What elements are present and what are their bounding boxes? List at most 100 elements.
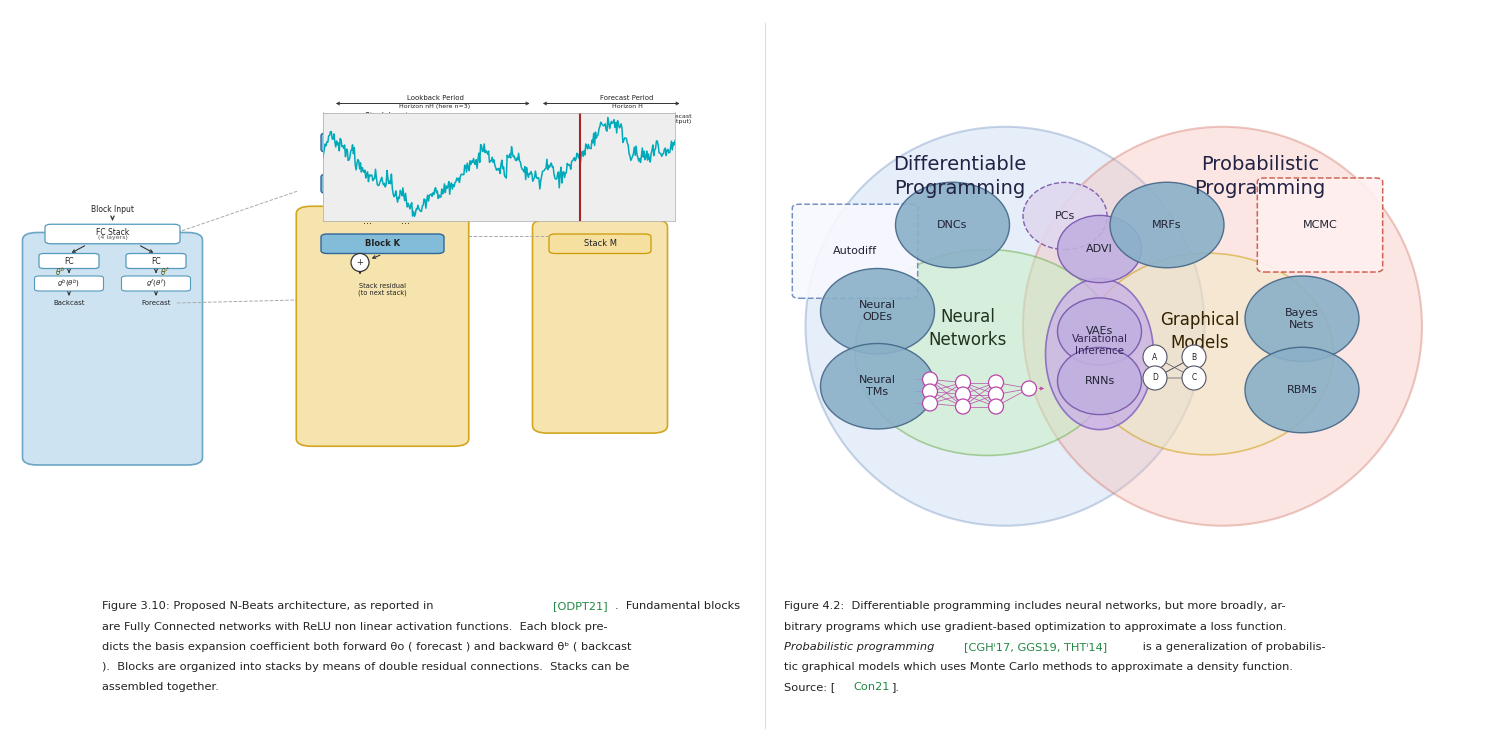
FancyBboxPatch shape [39,254,99,268]
Text: Block Input: Block Input [92,206,134,214]
Text: +: + [357,258,363,267]
Text: FC Stack: FC Stack [96,228,129,237]
Text: ].: ]. [891,682,900,692]
Text: tic graphical models which uses Monte Carlo methods to approximate a density fun: tic graphical models which uses Monte Ca… [784,662,1293,672]
Text: Stack Input: Stack Input [364,112,410,121]
FancyBboxPatch shape [34,276,104,291]
Ellipse shape [1143,366,1167,390]
Ellipse shape [1245,276,1359,362]
Ellipse shape [1022,381,1036,396]
Text: Horizon H: Horizon H [612,104,642,109]
Ellipse shape [922,384,938,399]
Ellipse shape [988,375,1004,390]
Text: FC: FC [152,256,160,265]
Text: (4 layers): (4 layers) [98,236,128,240]
Text: B: B [1191,352,1197,362]
Text: PCs: PCs [1054,211,1076,221]
FancyBboxPatch shape [296,206,468,446]
Ellipse shape [351,194,369,211]
Ellipse shape [1023,182,1107,250]
FancyBboxPatch shape [549,234,651,254]
Text: Probabilistic
Programming: Probabilistic Programming [1194,155,1326,197]
Text: C: C [1191,374,1197,382]
Ellipse shape [855,250,1119,455]
Text: Block K: Block K [364,239,400,248]
Ellipse shape [806,127,1204,526]
Ellipse shape [896,182,1010,268]
Text: Stack Input: Stack Input [368,113,407,119]
Text: +: + [357,198,363,207]
Text: $\theta^b$: $\theta^b$ [54,266,66,278]
Ellipse shape [640,145,662,166]
Ellipse shape [922,396,938,411]
Text: ...: ... [363,215,372,226]
FancyBboxPatch shape [1257,178,1383,272]
Ellipse shape [1058,298,1142,365]
Text: Horizon nH (here n=3): Horizon nH (here n=3) [399,104,471,109]
FancyBboxPatch shape [22,232,202,465]
Text: .  Fundamental blocks: . Fundamental blocks [615,602,740,611]
Text: ...: ... [596,211,604,221]
Text: MCMC: MCMC [1302,220,1338,230]
Text: Neural
TMs: Neural TMs [859,376,895,397]
Text: are Fully Connected networks with ReLU non linear activation functions.  Each bl: are Fully Connected networks with ReLU n… [102,622,608,632]
Text: Stack 2: Stack 2 [585,187,615,196]
FancyBboxPatch shape [549,146,651,165]
Ellipse shape [448,192,470,213]
Text: A: A [1152,352,1158,362]
Ellipse shape [1082,254,1334,454]
Ellipse shape [1110,182,1224,268]
FancyBboxPatch shape [532,219,668,434]
Text: FC: FC [64,256,74,265]
Text: ...: ... [400,215,410,226]
Text: ADVI: ADVI [1086,244,1113,254]
Ellipse shape [956,375,970,390]
Ellipse shape [988,387,1004,402]
Text: Probabilistic programming: Probabilistic programming [784,642,939,652]
Ellipse shape [351,254,369,272]
Text: VAEs: VAEs [1086,326,1113,337]
Text: Neural
ODEs: Neural ODEs [859,301,895,322]
Ellipse shape [1245,347,1359,433]
Text: Graphical
Models: Graphical Models [1161,311,1239,352]
Ellipse shape [922,372,938,387]
Text: Block 2: Block 2 [366,179,399,188]
Ellipse shape [1058,215,1142,283]
Text: Figure 3.10: Proposed N-Beats architecture, as reported in: Figure 3.10: Proposed N-Beats architectu… [102,602,436,611]
Text: Lookback Period: Lookback Period [406,94,463,100]
Text: Source: [: Source: [ [784,682,836,692]
Text: is a generalization of probabilis-: is a generalization of probabilis- [1140,642,1326,652]
Ellipse shape [956,399,970,414]
Ellipse shape [956,387,970,402]
Text: Figure 3.10: Proposed N-Beats architecture, as reported in [ODPT21]: Figure 3.10: Proposed N-Beats architectu… [102,602,492,611]
Ellipse shape [1058,347,1142,415]
Text: Figure 4.2:  Differentiable programming includes neural networks, but more broad: Figure 4.2: Differentiable programming i… [784,602,1286,611]
Text: Variational
Inference: Variational Inference [1071,334,1128,356]
Text: D: D [1152,374,1158,382]
Ellipse shape [988,399,1004,414]
Ellipse shape [1046,278,1154,430]
FancyBboxPatch shape [549,182,651,201]
FancyBboxPatch shape [321,133,444,152]
Text: Lookback window: Lookback window [494,114,550,118]
FancyBboxPatch shape [792,204,918,298]
Text: [CGHⁱ17, GGS19, THTⁱ14]: [CGHⁱ17, GGS19, THTⁱ14] [963,642,1107,652]
Ellipse shape [1143,345,1167,369]
Ellipse shape [821,344,934,429]
Text: +: + [648,151,654,160]
Text: (to next stack): (to next stack) [358,290,407,296]
Text: Bayes
Nets: Bayes Nets [1286,308,1318,329]
Text: Forecast: Forecast [141,300,171,306]
Text: ).  Blocks are organized into stacks by means of double residual connections.  S: ). Blocks are organized into stacks by m… [102,662,630,672]
Ellipse shape [1182,345,1206,369]
Text: dicts the basis expansion coefficient both forward θᴏ ( forecast ) and backward : dicts the basis expansion coefficient bo… [102,642,632,652]
FancyBboxPatch shape [122,276,190,291]
Text: DNCs: DNCs [938,220,968,230]
Text: Block 1: Block 1 [366,138,399,147]
Text: [ODPT21]: [ODPT21] [554,602,608,611]
Text: Stack M: Stack M [584,239,616,248]
Text: assembled together.: assembled together. [102,682,219,692]
Text: Stack 1: Stack 1 [585,151,615,160]
Text: (model output): (model output) [644,119,692,124]
Text: Stack residual: Stack residual [358,284,407,290]
